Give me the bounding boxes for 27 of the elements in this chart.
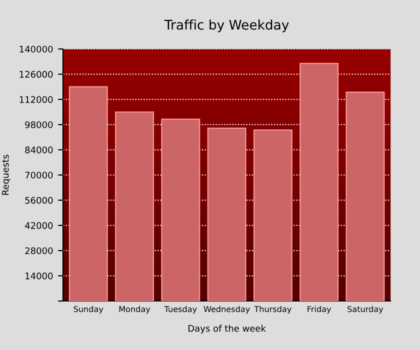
x-tick-label: Monday [119, 306, 150, 314]
bar [346, 92, 385, 301]
y-tick-label: 28000 [25, 247, 53, 254]
y-tick-label: 126000 [20, 70, 53, 78]
y-tick-label: 84000 [25, 146, 53, 154]
x-axis-title: Days of the week [188, 324, 266, 334]
y-tick-label: 56000 [25, 196, 53, 204]
y-tick-label: 42000 [25, 222, 53, 229]
y-tick-label: 98000 [25, 121, 53, 128]
y-tick-label: 112000 [20, 96, 53, 103]
bar [115, 111, 154, 301]
x-tick-label: Friday [308, 306, 332, 314]
bar [68, 86, 108, 301]
x-tick-label: Sunday [74, 306, 104, 314]
y-axis-title: Requests [2, 154, 10, 195]
chart-title: Traffic by Weekday [164, 20, 289, 32]
bar [253, 129, 292, 301]
x-tick-label: Wednesday [204, 306, 250, 314]
y-tick-label: 70000 [25, 172, 53, 179]
y-tick-label: 14000 [26, 272, 53, 280]
y-tick-label: 140000 [20, 46, 53, 53]
x-tick-label: Tuesday [164, 306, 197, 314]
x-tick-label: Thursday [254, 306, 292, 314]
bar [300, 62, 339, 301]
bar [207, 128, 246, 301]
x-tick-label: Saturday [348, 306, 384, 314]
bar [161, 118, 200, 301]
